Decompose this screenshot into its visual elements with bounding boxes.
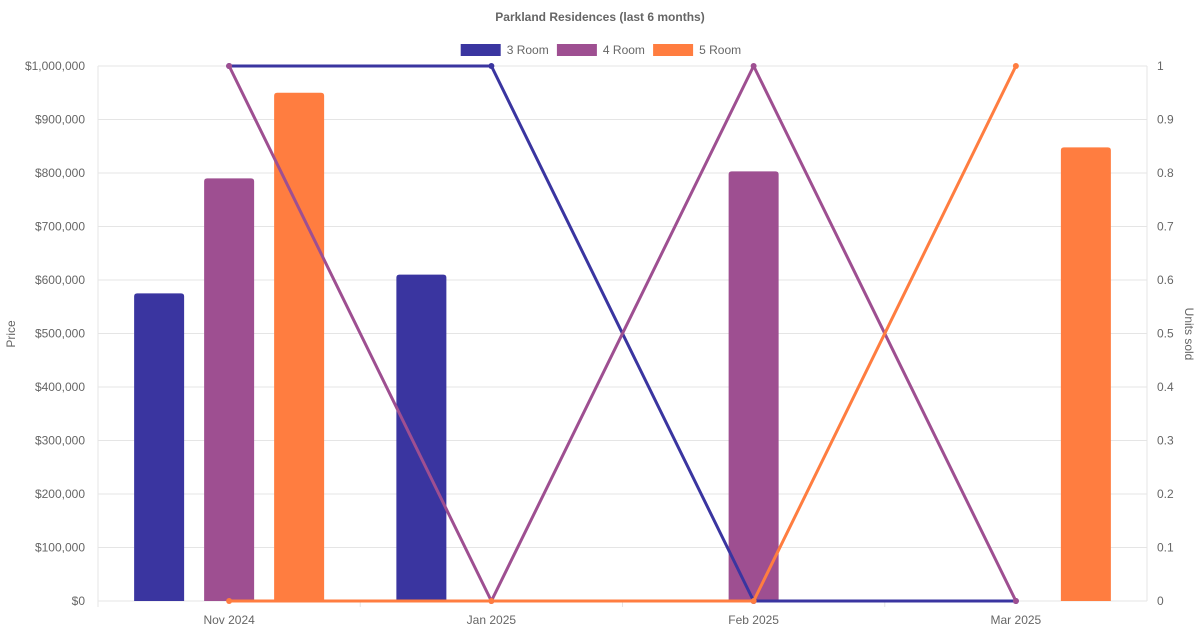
- y-right-tick-label: 0.6: [1157, 273, 1174, 287]
- x-axis-ticks: Nov 2024 Jan 2025 Feb 2025 Mar 2025: [203, 613, 1041, 627]
- y-right-tick-label: 0.9: [1157, 113, 1174, 127]
- y-right-axis-title: Units sold: [1182, 308, 1196, 361]
- y-right-tick-label: 0.2: [1157, 487, 1174, 501]
- legend-label-3-room: 3 Room: [507, 43, 549, 57]
- y-left-tick-label: $600,000: [35, 273, 85, 287]
- legend-swatch-3-room: [460, 44, 501, 56]
- y-left-tick-label: $500,000: [35, 327, 85, 341]
- y-right-tick-label: 0.3: [1157, 434, 1174, 448]
- bar-3-room: [396, 274, 447, 601]
- point-3-room: [488, 63, 495, 69]
- y-left-tick-label: $800,000: [35, 166, 85, 180]
- legend: 3 Room 4 Room 5 Room: [460, 43, 741, 57]
- y-left-tick-label: $400,000: [35, 380, 85, 394]
- point-5-room: [226, 598, 233, 604]
- y-left-tick-label: $100,000: [35, 541, 85, 555]
- lines: [226, 63, 1019, 604]
- y-right-tick-label: 0.1: [1157, 541, 1174, 555]
- y-right-tick-label: 0.5: [1157, 327, 1174, 341]
- y-left-axis-title: Price: [4, 320, 18, 348]
- point-4-room: [1012, 598, 1019, 604]
- y-left-tick-label: $1,000,000: [25, 59, 85, 73]
- point-5-room: [750, 598, 757, 604]
- point-5-room: [1012, 63, 1019, 69]
- y-right-tick-label: 0: [1157, 594, 1164, 608]
- y-left-tick-label: $0: [72, 594, 86, 608]
- bars: [134, 92, 1111, 601]
- y-left-tick-label: $300,000: [35, 434, 85, 448]
- bar-4-room: [728, 171, 779, 601]
- legend-label-5-room: 5 Room: [699, 43, 741, 57]
- y-right-tick-label: 0.4: [1157, 380, 1174, 394]
- chart-title: Parkland Residences (last 6 months): [495, 10, 704, 24]
- legend-swatch-4-room: [556, 44, 597, 56]
- x-tick-label: Nov 2024: [203, 613, 255, 627]
- point-4-room: [226, 63, 233, 69]
- right-axis-ticks: 0 0.1 0.2 0.3 0.4 0.5 0.6 0.7 0.8 0.9 1: [1157, 59, 1174, 608]
- y-right-tick-label: 0.7: [1157, 220, 1174, 234]
- y-right-tick-label: 0.8: [1157, 166, 1174, 180]
- y-left-tick-label: $200,000: [35, 487, 85, 501]
- x-tick-label: Feb 2025: [728, 613, 779, 627]
- y-left-tick-label: $700,000: [35, 220, 85, 234]
- bar-5-room: [1060, 147, 1111, 601]
- x-tick-label: Mar 2025: [991, 613, 1042, 627]
- y-right-tick-label: 1: [1157, 59, 1164, 73]
- point-5-room: [488, 598, 495, 604]
- point-4-room: [750, 63, 757, 69]
- legend-swatch-5-room: [653, 44, 694, 56]
- left-axis-ticks: $0 $100,000 $200,000 $300,000 $400,000 $500,0…: [25, 59, 85, 608]
- bar-3-room: [134, 293, 185, 601]
- line-5-room: [229, 65, 1018, 603]
- y-left-tick-label: $900,000: [35, 113, 85, 127]
- legend-label-4-room: 4 Room: [603, 43, 645, 57]
- bar-5-room: [274, 92, 325, 601]
- bar-4-room: [204, 178, 255, 601]
- x-tick-label: Jan 2025: [467, 613, 517, 627]
